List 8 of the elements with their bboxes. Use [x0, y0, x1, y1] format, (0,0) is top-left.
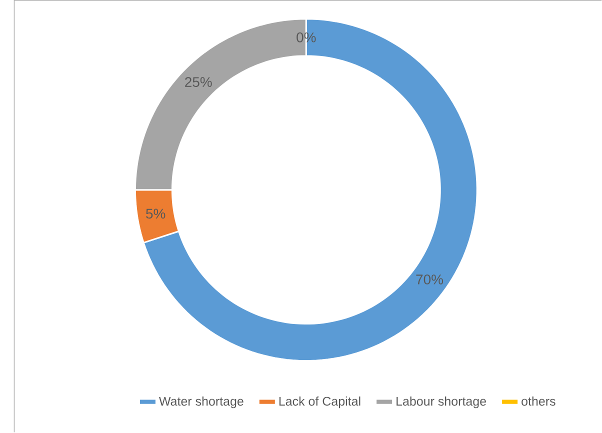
data-label: 5% [146, 208, 166, 219]
data-label: 25% [185, 77, 212, 88]
text: 0% [296, 32, 316, 42]
legend-label: Lack of Capital [279, 396, 360, 408]
legend-label: others [522, 396, 556, 406]
legend-label: Water shortage [159, 396, 244, 408]
data-label: 70% [416, 274, 444, 285]
legend-label: Labour shortage [396, 396, 486, 408]
